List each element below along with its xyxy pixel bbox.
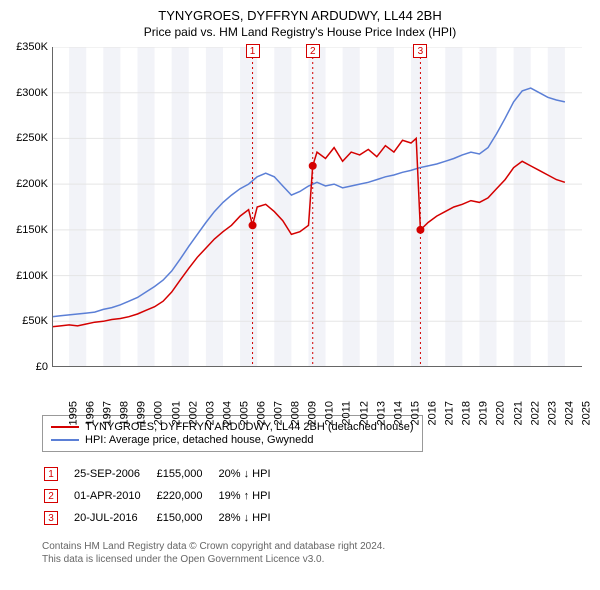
y-tick-label: £200K [8,178,48,190]
x-tick-label: 1998 [119,401,131,425]
y-tick-label: £150K [8,224,48,236]
x-tick-label: 2001 [170,401,182,425]
x-tick-label: 2015 [409,401,421,425]
event-delta: 20% ↓ HPI [219,464,285,484]
x-tick-label: 1999 [136,401,148,425]
event-marker-3: 3 [413,41,427,59]
x-tick-label: 1997 [102,401,114,425]
x-tick-label: 2007 [273,401,285,425]
event-date: 01-APR-2010 [74,486,155,506]
x-tick-label: 2025 [580,401,592,425]
x-tick-label: 2002 [187,401,199,425]
x-tick-label: 2019 [478,401,490,425]
x-tick-label: 2009 [307,401,319,425]
event-marker-2: 2 [306,41,320,59]
event-date: 25-SEP-2006 [74,464,155,484]
x-tick-label: 2020 [495,401,507,425]
x-tick-label: 2005 [238,401,250,425]
y-tick-label: £100K [8,270,48,282]
x-tick-label: 2011 [340,401,352,425]
event-delta: 28% ↓ HPI [219,508,285,528]
y-tick-label: £350K [8,41,48,53]
footer-line1: Contains HM Land Registry data © Crown c… [42,540,592,553]
x-tick-label: 2013 [375,401,387,425]
x-tick-label: 2003 [204,401,216,425]
event-marker-icon: 3 [44,511,58,525]
x-tick-label: 2010 [324,401,336,425]
legend-swatch-hpi [51,439,79,441]
footer-line2: This data is licensed under the Open Gov… [42,553,592,566]
chart-container: TYNYGROES, DYFFRYN ARDUDWY, LL44 2BH Pri… [8,8,592,566]
legend-row-hpi: HPI: Average price, detached house, Gwyn… [51,434,414,446]
y-tick-label: £50K [8,315,48,327]
event-marker-1: 1 [246,41,260,59]
event-date: 20-JUL-2016 [74,508,155,528]
event-delta: 19% ↑ HPI [219,486,285,506]
x-tick-label: 2016 [427,401,439,425]
x-tick-label: 2018 [461,401,473,425]
event-price: £150,000 [157,508,217,528]
x-tick-label: 2000 [153,401,165,425]
event-marker-icon: 1 [44,467,58,481]
event-price: £155,000 [157,464,217,484]
x-tick-label: 2006 [256,401,268,425]
x-tick-label: 2024 [563,401,575,425]
event-price: £220,000 [157,486,217,506]
y-tick-label: £300K [8,87,48,99]
x-tick-label: 1996 [85,401,97,425]
event-row: 2 01-APR-2010£220,00019% ↑ HPI [44,486,285,506]
chart-title: TYNYGROES, DYFFRYN ARDUDWY, LL44 2BH [8,8,592,23]
y-tick-label: £250K [8,132,48,144]
footer-attribution: Contains HM Land Registry data © Crown c… [42,540,592,566]
chart-svg [52,47,582,367]
event-row: 3 20-JUL-2016£150,00028% ↓ HPI [44,508,285,528]
x-tick-label: 2021 [512,401,524,425]
event-row: 1 25-SEP-2006£155,00020% ↓ HPI [44,464,285,484]
x-tick-label: 2004 [221,401,233,425]
x-tick-label: 2008 [290,401,302,425]
legend-swatch-price [51,426,79,428]
x-tick-label: 2014 [392,401,404,425]
x-tick-label: 2023 [546,401,558,425]
x-tick-label: 1995 [67,401,79,425]
x-tick-label: 2022 [529,401,541,425]
legend-label-hpi: HPI: Average price, detached house, Gwyn… [85,434,314,446]
chart-subtitle: Price paid vs. HM Land Registry's House … [8,25,592,39]
event-marker-icon: 2 [44,489,58,503]
y-tick-label: £0 [8,361,48,373]
x-axis: 1995199619971998199920002001200220032004… [52,367,582,407]
x-tick-label: 2012 [358,401,370,425]
x-tick-label: 2017 [444,401,456,425]
events-table: 1 25-SEP-2006£155,00020% ↓ HPI 2 01-APR-201… [42,462,287,530]
plot-area: £0£50K£100K£150K£200K£250K£300K£350K123 [52,47,582,367]
